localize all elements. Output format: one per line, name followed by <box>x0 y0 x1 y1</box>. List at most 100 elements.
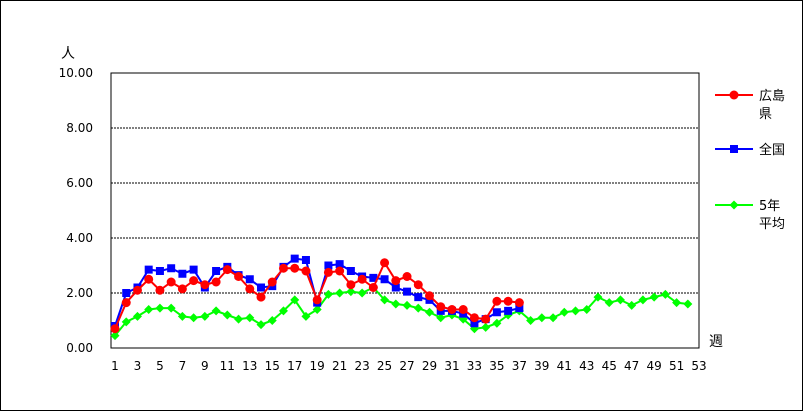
data-point <box>514 298 524 308</box>
data-point <box>357 288 367 298</box>
series-line <box>114 286 688 337</box>
data-point <box>290 263 300 273</box>
data-point <box>234 272 244 281</box>
data-point <box>222 310 232 320</box>
data-point <box>604 298 614 308</box>
data-point <box>222 265 232 275</box>
data-point <box>730 145 738 153</box>
data-point <box>481 314 491 324</box>
y-tick-label: 0.00 <box>66 341 93 355</box>
data-point <box>256 292 266 302</box>
data-point <box>660 289 670 299</box>
data-point <box>335 260 344 269</box>
data-point <box>178 269 187 278</box>
data-point <box>436 313 446 323</box>
data-point <box>380 295 390 305</box>
x-tick-label: 37 <box>512 359 527 373</box>
data-point <box>729 90 739 100</box>
x-tick-label: 19 <box>310 359 325 373</box>
data-point <box>278 263 288 273</box>
legend-item: 広島県 <box>715 89 785 122</box>
x-axis-ticks: 1 3 5 7 9 11 13 15 17 19 21 23 25 27 29 31 33 35 37 39 41 43 4… <box>111 359 707 373</box>
data-point <box>413 280 423 290</box>
data-point <box>301 266 311 276</box>
data-point <box>132 285 142 295</box>
x-tick-label: 5 <box>156 359 164 373</box>
data-point <box>212 267 221 275</box>
data-point <box>548 313 558 323</box>
y-axis-ticks: 0.00 2.00 4.00 6.00 8.00 10.00 <box>59 66 93 355</box>
x-tick-label: 7 <box>179 359 187 373</box>
x-tick-label: 11 <box>220 359 235 373</box>
data-point <box>324 261 333 270</box>
data-point <box>189 265 198 274</box>
data-point <box>177 311 187 321</box>
data-point <box>537 313 547 323</box>
series-3 <box>110 283 693 341</box>
x-tick-label: 9 <box>201 359 209 373</box>
x-tick-label: 43 <box>579 359 594 373</box>
data-point <box>481 322 491 332</box>
data-point <box>391 283 400 292</box>
data-point <box>649 292 659 302</box>
y-tick-label: 2.00 <box>66 286 93 300</box>
x-tick-label: 1 <box>111 359 119 373</box>
data-point <box>177 284 187 294</box>
data-point <box>189 313 199 323</box>
y-tick-label: 8.00 <box>66 121 93 135</box>
data-point <box>245 284 255 294</box>
data-point <box>211 306 221 316</box>
data-point <box>402 300 412 310</box>
data-point <box>424 291 434 301</box>
data-point <box>301 311 311 321</box>
data-point <box>672 298 682 308</box>
data-point <box>155 285 165 295</box>
data-point <box>110 331 120 341</box>
data-point <box>312 295 322 305</box>
x-tick-label: 47 <box>624 359 639 373</box>
data-point <box>526 316 536 325</box>
data-point <box>414 293 423 302</box>
data-point <box>267 316 277 325</box>
data-point <box>683 299 693 309</box>
data-point <box>200 311 210 321</box>
data-point <box>391 276 401 286</box>
data-point <box>312 305 322 314</box>
data-point <box>278 306 288 316</box>
series-layer <box>110 254 693 341</box>
data-point <box>132 311 142 321</box>
data-point <box>335 288 345 298</box>
y-tick-label: 4.00 <box>66 231 93 245</box>
data-point <box>593 292 603 302</box>
x-tick-label: 3 <box>134 359 142 373</box>
plot-area <box>110 72 700 349</box>
data-point <box>402 272 412 281</box>
data-point <box>357 274 367 284</box>
data-point <box>144 274 154 284</box>
x-tick-label: 17 <box>287 359 302 373</box>
x-tick-label: 51 <box>669 359 684 373</box>
data-point <box>290 254 299 263</box>
data-point <box>166 303 176 313</box>
data-point <box>447 305 457 314</box>
data-point <box>615 295 625 305</box>
data-point <box>257 283 266 292</box>
data-point <box>323 267 333 277</box>
data-point <box>290 295 300 305</box>
data-point <box>200 280 210 290</box>
x-tick-label: 53 <box>691 359 706 373</box>
series-1 <box>110 258 524 334</box>
x-tick-label: 21 <box>332 359 347 373</box>
data-point <box>234 314 244 324</box>
legend-item: 全国 <box>715 142 785 158</box>
legend-label: 県 <box>759 107 772 122</box>
data-point <box>380 275 389 284</box>
data-point <box>144 305 154 314</box>
data-point <box>403 287 412 296</box>
data-point <box>144 265 153 274</box>
data-point <box>492 296 502 306</box>
